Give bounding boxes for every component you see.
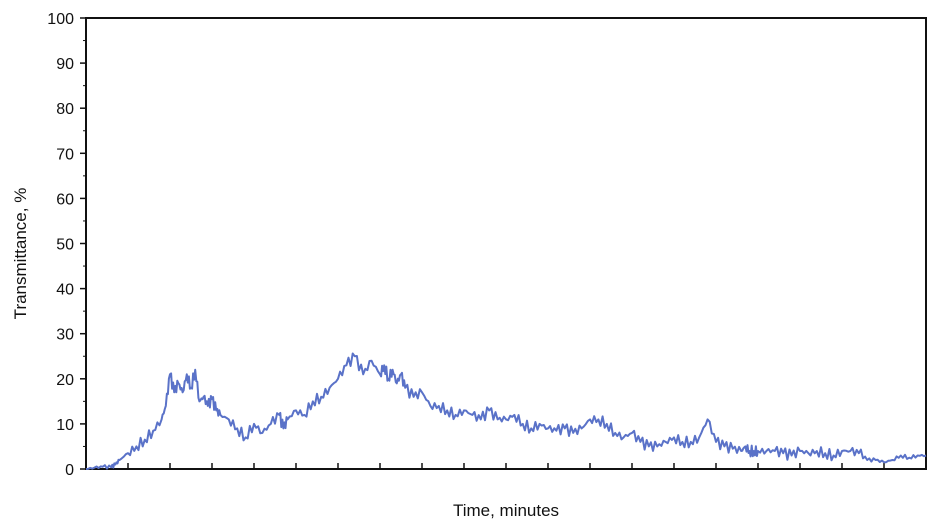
y-axis-title: Transmittance, % (11, 188, 30, 320)
series-line (85, 352, 927, 470)
y-tick-label: 50 (56, 237, 74, 254)
y-tick-label: 60 (56, 191, 74, 208)
y-tick-label: 10 (56, 417, 74, 434)
y-tick-label: 40 (56, 282, 74, 299)
y-tick-label: 30 (56, 327, 74, 344)
y-tick-label: 20 (56, 372, 74, 389)
y-tick-label: 80 (56, 101, 74, 118)
y-tick-label: 100 (47, 11, 74, 28)
y-tick-label: 0 (65, 462, 74, 479)
plot-frame (85, 17, 927, 470)
x-axis-title: Time, minutes (453, 501, 559, 520)
y-axis-ticks: 0 10 20 30 40 50 60 70 80 90 100 (47, 11, 86, 479)
series-layer (85, 352, 927, 470)
y-tick-label: 90 (56, 56, 74, 73)
plot-area (85, 17, 927, 470)
x-axis-ticks (127, 463, 885, 469)
y-tick-label: 70 (56, 146, 74, 163)
